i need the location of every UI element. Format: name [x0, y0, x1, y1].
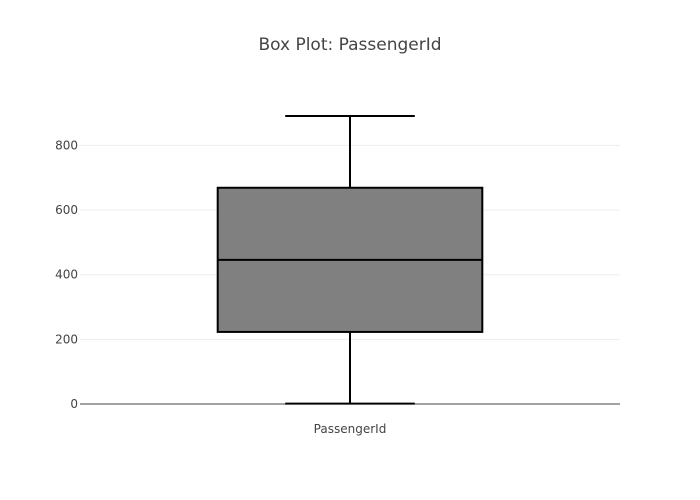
y-tick-labels: 0 200 400 600 800 [55, 138, 78, 411]
box-plot-series [216, 115, 484, 405]
x-tick-label: PassengerId [314, 422, 387, 436]
y-tick-label: 200 [55, 332, 78, 346]
y-tick-label: 400 [55, 268, 78, 282]
y-tick-label: 0 [70, 397, 78, 411]
y-tick-label: 800 [55, 138, 78, 152]
x-tick-labels: PassengerId [314, 422, 387, 436]
chart-title: Box Plot: PassengerId [258, 35, 441, 55]
y-tick-label: 600 [55, 203, 78, 217]
